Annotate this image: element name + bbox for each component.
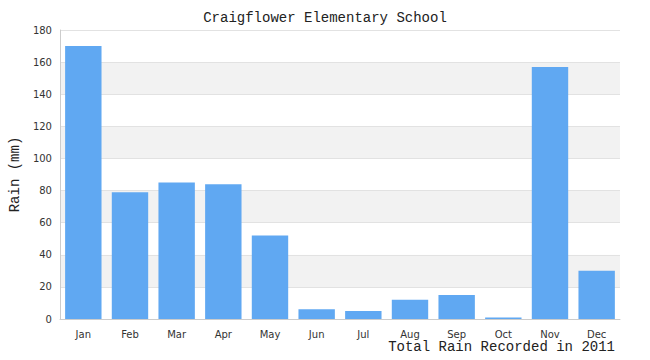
svg-text:Jul: Jul	[356, 329, 369, 340]
svg-text:20: 20	[39, 281, 52, 292]
svg-text:May: May	[260, 329, 281, 340]
svg-text:Nov: Nov	[540, 329, 560, 340]
svg-text:0: 0	[46, 314, 52, 325]
svg-text:Mar: Mar	[167, 329, 187, 340]
svg-text:Rain (mm): Rain (mm)	[7, 137, 23, 213]
svg-text:80: 80	[39, 185, 52, 196]
svg-text:Jan: Jan	[75, 329, 91, 340]
svg-text:Craigflower Elementary School: Craigflower Elementary School	[203, 10, 447, 26]
svg-text:Dec: Dec	[587, 329, 606, 340]
svg-text:Aug: Aug	[400, 329, 420, 340]
svg-text:140: 140	[33, 89, 52, 100]
svg-text:Feb: Feb	[121, 329, 139, 340]
svg-text:120: 120	[33, 121, 52, 132]
svg-text:Total Rain Recorded in 2011: Total Rain Recorded in 2011	[388, 339, 615, 355]
svg-text:Sep: Sep	[447, 329, 466, 340]
svg-text:60: 60	[39, 217, 52, 228]
svg-text:100: 100	[33, 153, 52, 164]
svg-text:160: 160	[33, 57, 52, 68]
svg-text:Oct: Oct	[495, 329, 512, 340]
svg-text:Jun: Jun	[308, 329, 325, 340]
svg-text:180: 180	[33, 25, 52, 36]
svg-text:Apr: Apr	[215, 329, 233, 340]
svg-text:40: 40	[39, 249, 52, 260]
